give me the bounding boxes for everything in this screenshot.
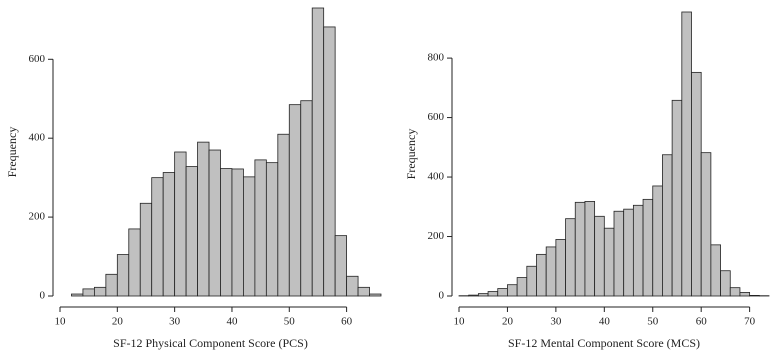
bar [632,204,644,297]
bar [652,185,663,297]
y-tick-label: 800 [428,52,445,64]
bar [681,11,692,297]
bar [277,133,290,297]
bar [613,210,625,297]
x-tick-label: 30 [169,316,181,328]
bar [497,288,508,297]
y-tick-label: 200 [29,211,46,223]
y-tick-label: 0 [40,290,46,302]
x-tick-label: 60 [696,316,708,328]
y-tick-label: 600 [29,53,46,65]
bar [516,277,528,297]
x-tick-label: 10 [454,316,466,328]
bar [700,152,712,297]
bar [231,168,244,297]
bar [151,177,164,297]
bar [603,227,615,297]
bar [197,141,210,297]
bar [323,26,336,297]
bar [545,246,557,297]
x-tick-label: 50 [284,316,296,328]
bar [174,151,187,297]
bar [346,275,359,297]
bar [487,291,499,297]
bar [369,293,382,297]
y-axis-label: Frequency [404,129,418,180]
bar [536,253,547,297]
y-tick-label: 600 [428,111,445,123]
bar [584,201,596,297]
bar [468,294,479,297]
bar [311,7,325,297]
bar [720,270,731,297]
bar [710,244,721,297]
y-tick-label: 200 [428,230,445,242]
bar [82,288,95,297]
x-axis-label: SF-12 Physical Component Score (PCS) [113,336,308,350]
bar [565,218,576,297]
x-tick-label: 50 [647,316,659,328]
x-tick-label: 10 [55,316,67,328]
bar [642,198,654,297]
bar [691,71,702,297]
bar [334,235,348,297]
bar [555,239,566,297]
bar [128,228,141,297]
bar [220,168,233,297]
y-tick-label: 0 [439,290,445,302]
x-tick-label: 70 [744,316,756,328]
bar [300,100,313,297]
x-tick-label: 30 [550,316,562,328]
bar [671,99,683,297]
y-axis-label: Frequency [5,127,19,178]
bar [93,286,107,297]
bar [729,287,741,297]
bar [739,292,751,297]
bar [254,159,267,297]
bar [105,273,118,297]
bar [749,295,760,297]
x-tick-label: 20 [112,316,124,328]
bar [139,202,153,297]
y-tick-label: 400 [428,171,445,183]
bar [477,293,489,297]
bar [526,265,537,297]
x-tick-label: 40 [599,316,611,328]
bar [662,154,673,297]
bar [265,162,279,297]
bar [162,172,176,297]
bar [623,208,634,297]
y-tick-label: 400 [29,132,46,144]
x-tick-label: 40 [226,316,238,328]
bar [288,104,302,297]
bar [243,176,256,297]
bar [185,166,198,297]
bar [357,286,370,297]
x-axis-label: SF-12 Mental Component Score (MCS) [508,336,700,350]
bar [594,215,605,297]
bar [71,293,84,297]
x-tick-label: 60 [341,316,353,328]
bar [208,149,221,297]
bar [507,284,518,297]
bar [574,201,586,297]
x-tick-label: 20 [502,316,514,328]
bar [116,254,130,297]
